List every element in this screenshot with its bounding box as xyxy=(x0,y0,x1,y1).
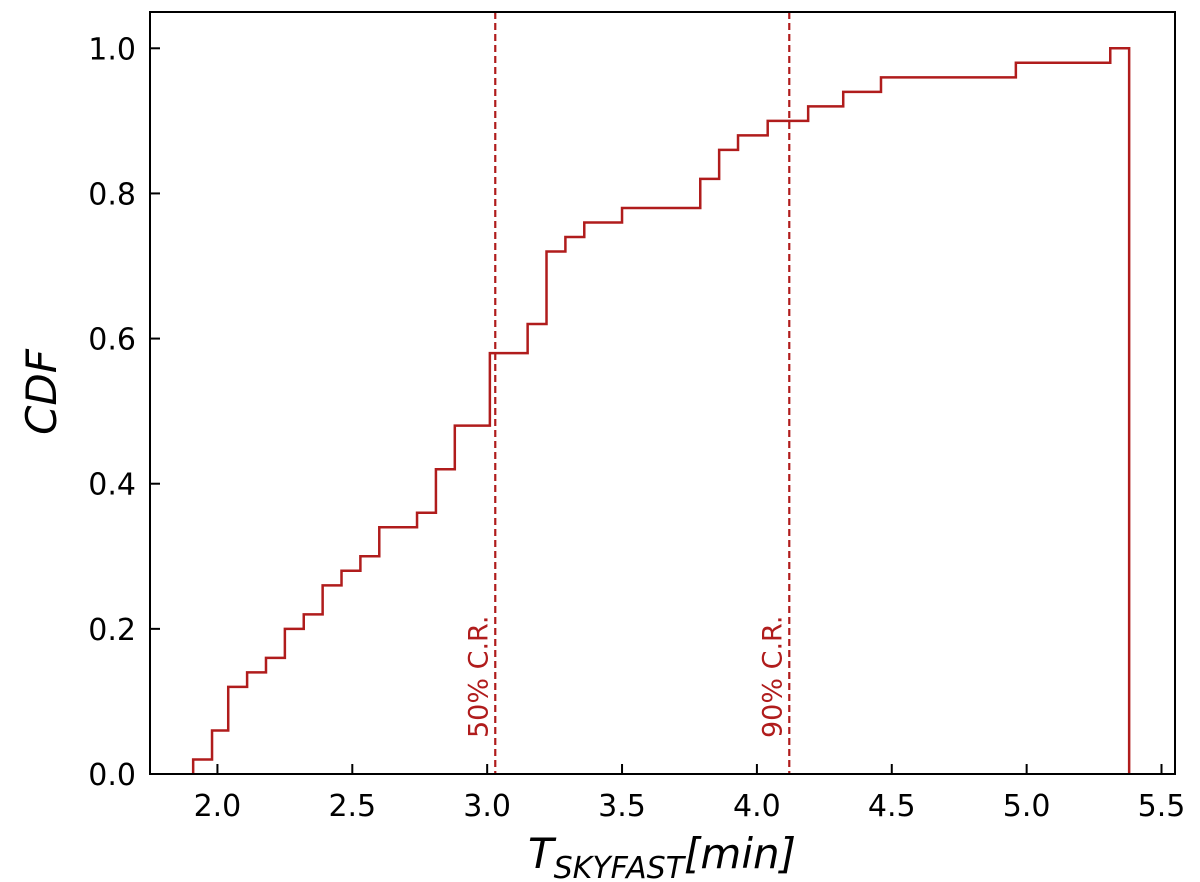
cr-label-1: 50% C.R. xyxy=(463,616,494,738)
axes-frame xyxy=(149,11,1176,775)
credible-region-lines: 50% C.R. 90% C.R. xyxy=(463,12,791,774)
x-tick-label: 3.5 xyxy=(598,789,646,824)
y-tick-label: 0.8 xyxy=(88,177,136,212)
x-tick-label: 4.0 xyxy=(733,789,781,824)
x-axis-label-unit: [min] xyxy=(684,829,796,878)
x-tick-label: 2.0 xyxy=(194,789,242,824)
y-axis-label: CDF xyxy=(17,348,66,435)
x-tick-label: 3.0 xyxy=(463,789,511,824)
x-axis-label-main: T xyxy=(528,829,557,878)
plot-area xyxy=(191,47,1131,774)
y-tick-label: 0.6 xyxy=(88,323,136,358)
axis-ticks: 2.0 2.5 3.0 3.5 4.0 4.5 5.0 5.5 0.0 0.2 0.4 0.6 0.8 1… xyxy=(88,32,1185,824)
x-tick-label: 2.5 xyxy=(328,789,376,824)
x-tick-label: 5.0 xyxy=(1003,789,1051,824)
y-tick-label: 1.0 xyxy=(88,32,136,67)
x-axis-label-subscript: SKYFAST xyxy=(554,851,687,882)
cdf-step-line xyxy=(191,47,1131,774)
y-tick-label: 0.2 xyxy=(88,613,136,648)
y-tick-label: 0.4 xyxy=(88,468,136,503)
y-tick-label: 0.0 xyxy=(88,758,136,793)
x-tick-label: 4.5 xyxy=(868,789,916,824)
x-axis-label: TSKYFAST[min] xyxy=(528,829,796,882)
x-tick-label: 5.5 xyxy=(1138,789,1186,824)
cr-label-2: 90% C.R. xyxy=(757,616,788,738)
